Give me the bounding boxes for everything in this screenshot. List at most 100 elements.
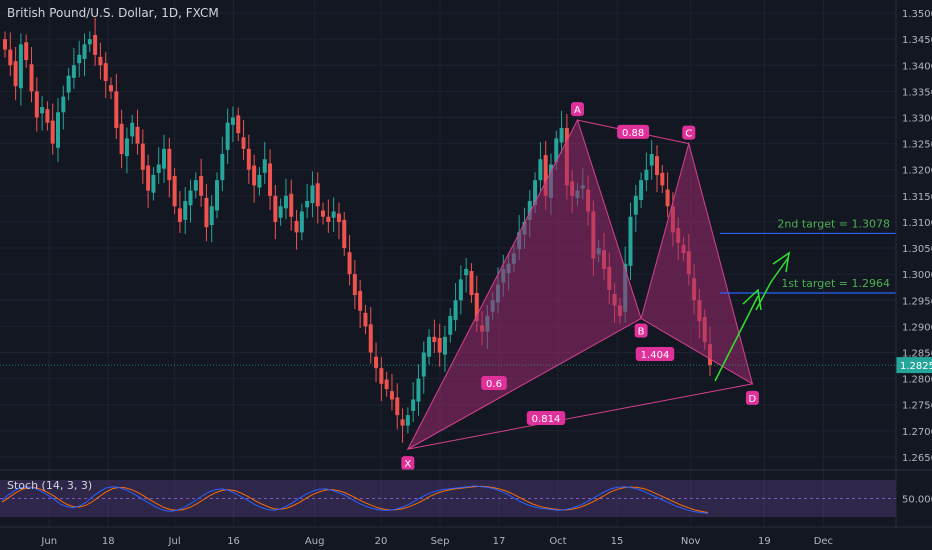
time-tick-label: Sep xyxy=(431,536,450,547)
candle-body xyxy=(321,210,326,217)
pattern-point-c-bg xyxy=(682,125,696,140)
ratio-label: 0.814 xyxy=(532,414,561,425)
candle-body xyxy=(469,271,474,296)
candle-body xyxy=(474,292,479,322)
candle-body xyxy=(109,85,114,92)
stochastic-k-line xyxy=(1,485,709,514)
price-tick-label: 1.33000 xyxy=(902,114,932,125)
candle-body xyxy=(464,268,469,276)
candle-body xyxy=(665,189,670,207)
time-tick-label: 16 xyxy=(227,536,240,547)
candle-body xyxy=(442,336,447,355)
candle-body xyxy=(183,201,188,220)
price-tick-label: 1.29500 xyxy=(902,296,932,307)
candle-body xyxy=(299,211,304,233)
candle-body xyxy=(193,180,198,191)
ratio-label-bg xyxy=(526,411,566,425)
pattern-triangle-xab xyxy=(406,118,642,451)
candle-body xyxy=(167,148,172,181)
candle-body xyxy=(458,279,463,301)
price-tick-label: 1.27000 xyxy=(902,427,932,438)
candle-body xyxy=(644,169,649,181)
candle-body xyxy=(24,42,29,61)
candle-body xyxy=(654,156,659,175)
candle-body xyxy=(554,138,559,163)
candle-body xyxy=(18,44,23,89)
candle-body xyxy=(405,415,410,426)
candle-body xyxy=(50,120,55,144)
candle-body xyxy=(278,206,283,218)
price-tick-label: 1.35000 xyxy=(902,9,932,20)
time-tick-label: 18 xyxy=(102,536,115,547)
candle-body xyxy=(453,300,458,321)
candle-body xyxy=(374,356,379,369)
price-tick-label: 1.26500 xyxy=(902,453,932,464)
last-price-tag xyxy=(896,357,932,374)
candle-body xyxy=(140,143,145,170)
price-tick-label: 1.30000 xyxy=(902,270,932,281)
time-tick-label: 17 xyxy=(493,536,506,547)
candle-body xyxy=(358,290,363,311)
pattern-point-d: D xyxy=(749,394,757,405)
time-tick-label: Nov xyxy=(681,536,701,547)
stochastic-title: Stoch (14, 3, 3) xyxy=(7,479,93,492)
candle-body xyxy=(660,172,665,186)
candle-body xyxy=(411,399,416,411)
candle-body xyxy=(172,175,177,207)
candle-body xyxy=(543,155,548,196)
candle-body xyxy=(77,54,82,64)
target-arrows xyxy=(714,251,791,382)
candle-body xyxy=(389,391,394,400)
ratio-label-bg xyxy=(635,347,675,361)
price-tick-label: 1.34000 xyxy=(902,61,932,72)
candle-body xyxy=(40,107,45,114)
pattern-point-b: B xyxy=(638,327,645,338)
candle-body xyxy=(71,65,76,78)
time-tick-label: Oct xyxy=(549,536,566,547)
candle-body xyxy=(305,201,310,208)
time-tick-label: Jun xyxy=(40,536,57,547)
candle-body xyxy=(315,183,320,207)
time-tick-label: Aug xyxy=(305,536,325,547)
price-tick-label: 1.33500 xyxy=(902,87,932,98)
candle-body xyxy=(29,64,34,92)
candle-body xyxy=(326,216,331,222)
candle-body xyxy=(448,315,453,335)
price-tick-label: 1.31500 xyxy=(902,192,932,203)
candle-body xyxy=(98,56,103,66)
candle-body xyxy=(87,39,92,45)
candle-body xyxy=(162,148,167,169)
candle-body xyxy=(93,34,98,55)
candle-body xyxy=(61,96,66,113)
candle-body xyxy=(379,368,384,384)
time-tick-label: Jul xyxy=(168,536,181,547)
candle-body xyxy=(628,216,633,266)
ratio-label-bg xyxy=(481,376,507,390)
candle-body xyxy=(103,63,108,81)
candle-body xyxy=(395,397,400,416)
price-tick-label: 1.29000 xyxy=(902,322,932,333)
candle-body xyxy=(151,174,156,193)
candle-body xyxy=(135,126,140,144)
arrow-shaft-1 xyxy=(714,295,759,382)
candle-body xyxy=(56,112,61,148)
candle-body xyxy=(204,197,209,228)
candle-body xyxy=(421,352,426,377)
candle-body xyxy=(289,193,294,217)
candle-body xyxy=(336,213,341,222)
candle-body xyxy=(220,154,225,181)
candle-body xyxy=(527,201,532,220)
last-price-label: 1.28259 xyxy=(900,361,932,372)
candle-body xyxy=(199,175,204,196)
candle-body xyxy=(246,148,251,170)
candle-body xyxy=(225,122,230,150)
candle-body xyxy=(331,211,336,218)
candle-body xyxy=(13,61,18,87)
price-tick-label: 1.32000 xyxy=(902,166,932,177)
price-tick-label: 1.28500 xyxy=(902,349,932,360)
candle-body xyxy=(437,337,442,353)
ratio-label: 0.6 xyxy=(486,379,502,390)
candle-body xyxy=(66,75,71,93)
price-tick-label: 1.28000 xyxy=(902,375,932,386)
